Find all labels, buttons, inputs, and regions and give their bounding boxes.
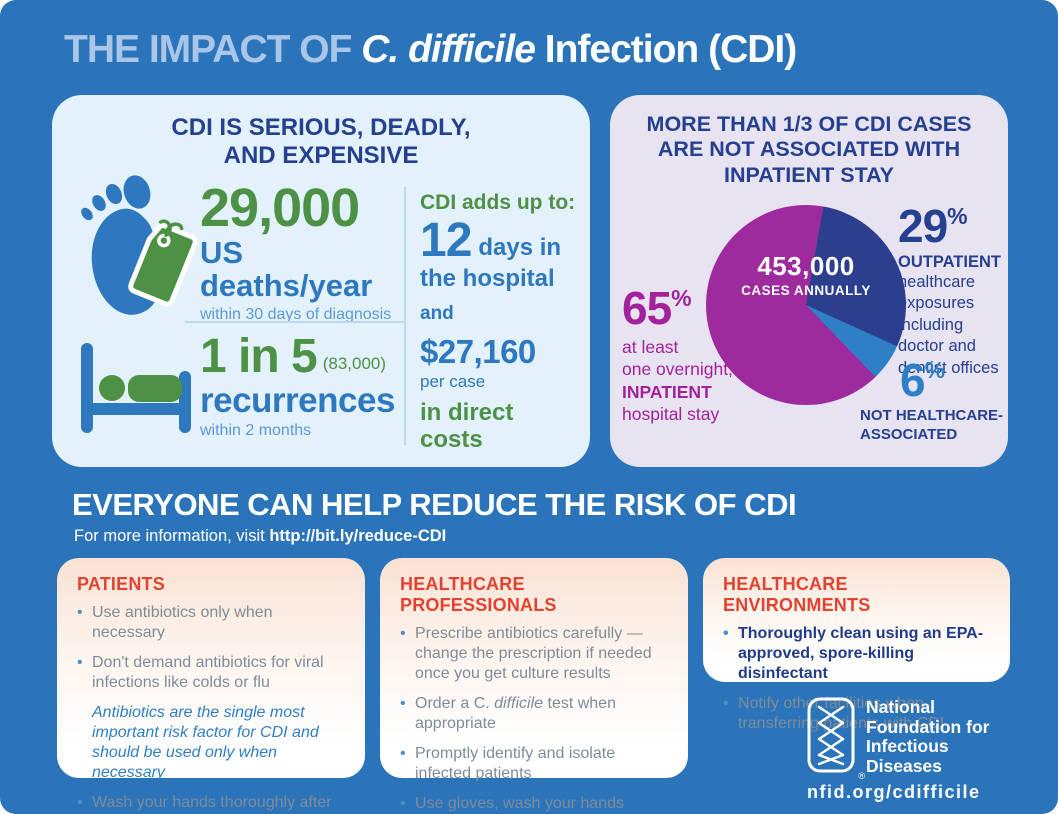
outpatient-stat: 29% OUTPATIENT healthcare exposures incl… (898, 203, 1004, 379)
title-pathogen-name: C. difficile (361, 28, 536, 71)
outpatient-percent: 29% (898, 200, 968, 252)
environments-bullet-1: Thoroughly clean using an EPA-approved, … (723, 624, 990, 684)
patients-bullet-1: Use antibiotics only when necessary (77, 603, 345, 643)
recurrence-note: within 2 months (200, 422, 312, 439)
patients-bullet-2: Don't demand antibiotics for viral infec… (77, 653, 345, 693)
card-healthcare-professionals: HEALTHCARE PROFESSIONALS Prescribe antib… (380, 558, 688, 814)
days-unit: days in (478, 234, 562, 262)
professionals-title: HEALTHCARE PROFESSIONALS (400, 574, 557, 615)
professionals-bullet-2: Order a C. difficile test when appropria… (400, 694, 668, 734)
nfid-dna-logo: ® (806, 696, 865, 781)
page-title: THE IMPACT OF C. difficile Infection (CD… (64, 28, 797, 72)
professionals-bullet-1: Prescribe antibiotics carefully — change… (400, 624, 668, 684)
recurrence-paren: (83,000) (322, 354, 387, 373)
cases-value: 453,000 (757, 251, 855, 281)
panel-pie-chart: MORE THAN 1/3 OF CDI CASES ARE NOT ASSOC… (610, 95, 1008, 467)
community-stat: 6% NOT HEALTHCARE-ASSOCIATED (860, 357, 1006, 445)
deaths-label: US deaths/year (200, 235, 373, 303)
professionals-bullet-3: Promptly identify and isolate infected p… (400, 744, 668, 784)
cases-caption: CASES ANNUALLY (741, 283, 871, 298)
outpatient-caption-bold: OUTPATIENT (898, 253, 1001, 271)
cost-value: $27,160 (420, 333, 536, 371)
cdi-adds-up-stat: CDI adds up to: 12 days in the hospital … (420, 191, 578, 453)
right-panel-heading: MORE THAN 1/3 OF CDI CASES ARE NOT ASSOC… (646, 112, 972, 187)
outpatient-caption: healthcare exposures including doctor an… (898, 273, 999, 377)
deaths-value: 29,000 (200, 178, 360, 238)
registered-mark: ® (858, 771, 865, 781)
deaths-note: within 30 days of diagnosis (200, 306, 392, 324)
environments-title: HEALTHCARE ENVIRONMENTS (723, 574, 871, 615)
community-caption: NOT HEALTHCARE-ASSOCIATED (860, 407, 1004, 443)
recurrence-label: recurrences (200, 381, 395, 420)
pie-chart (706, 205, 906, 405)
toe-tag-foot-icon (81, 175, 198, 315)
and-word: and (420, 303, 454, 325)
cta-subtext: For more information, visit http://bit.l… (74, 527, 447, 545)
title-suffix: Infection (CDI) (534, 28, 797, 71)
recurrence-value: 1 in 5 (200, 330, 318, 383)
vertical-divider (404, 187, 406, 445)
cta-heading: EVERYONE CAN HELP REDUCE THE RISK OF CDI (72, 487, 797, 522)
deaths-stat: 29,000 US deaths/year within 30 days of … (200, 181, 410, 324)
pie-center-label: 453,000 CASES ANNUALLY (706, 251, 906, 298)
left-panel-heading: CDI IS SERIOUS, DEADLY, AND EXPENSIVE (171, 114, 471, 170)
adds-heading: CDI adds up to: (420, 191, 576, 214)
cost-unit: per case (420, 372, 486, 392)
title-prefix: THE IMPACT OF (64, 28, 362, 71)
patients-title: PATIENTS (77, 574, 165, 594)
days-value: 12 (420, 214, 472, 267)
card-healthcare-environments: HEALTHCARE ENVIRONMENTS Thoroughly clean… (703, 558, 1010, 732)
professionals-bullet-4: Use gloves, wash your hands frequently, … (400, 794, 668, 814)
patients-bullet-3: Wash your hands thoroughly after using t… (77, 793, 345, 814)
community-percent: 6% (900, 354, 946, 406)
hospital-bed-icon (81, 343, 191, 433)
site-url-link[interactable]: nfid.org/cdifficile (807, 782, 981, 802)
org-name: National Foundation for Infectious Disea… (866, 697, 990, 776)
cost-note: in direct costs (420, 399, 514, 453)
inpatient-caption: at least one overnight, INPATIENT hospit… (622, 337, 733, 425)
dna-helix-icon (807, 697, 855, 773)
panel-serious-deadly-expensive: CDI IS SERIOUS, DEADLY, AND EXPENSIVE 29… (52, 95, 590, 467)
days-line2: the hospital (420, 265, 555, 293)
horizontal-divider (185, 321, 405, 323)
recurrence-stat: 1 in 5 (83,000) recurrences within 2 mon… (200, 333, 415, 440)
inpatient-stat: 65% at least one overnight, INPATIENT ho… (622, 285, 752, 426)
inpatient-percent: 65% (622, 282, 692, 334)
nfid-logo-block: ® National Foundation for Infectious Dis… (806, 696, 990, 781)
patients-italic-note: Antibiotics are the single most importan… (92, 704, 319, 781)
card-patients: PATIENTS Use antibiotics only when neces… (57, 558, 365, 813)
reduce-cdi-link[interactable]: http://bit.ly/reduce-CDI (269, 527, 447, 545)
